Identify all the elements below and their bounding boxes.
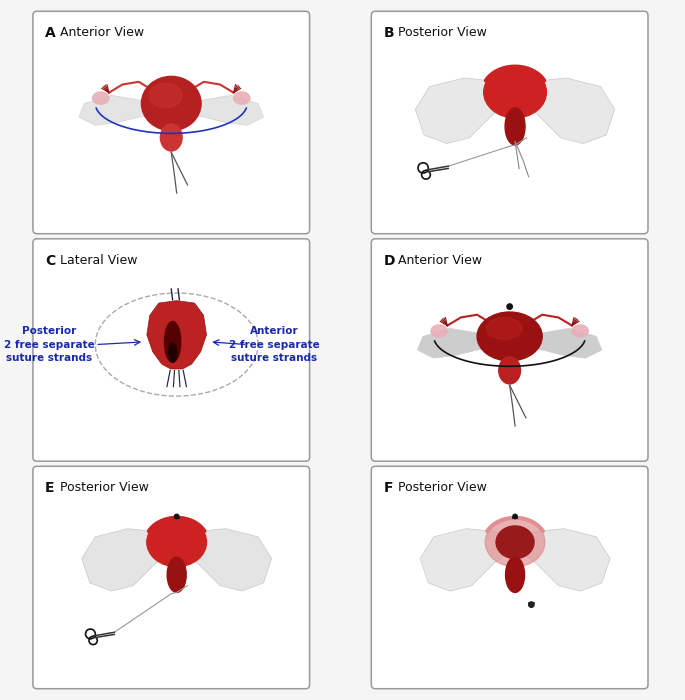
FancyBboxPatch shape	[33, 466, 310, 689]
Ellipse shape	[160, 124, 182, 151]
Ellipse shape	[234, 92, 250, 104]
FancyBboxPatch shape	[371, 239, 648, 461]
Ellipse shape	[499, 357, 521, 384]
Circle shape	[513, 514, 517, 519]
Text: D: D	[384, 253, 395, 267]
Polygon shape	[147, 300, 206, 369]
Ellipse shape	[141, 76, 201, 131]
Polygon shape	[420, 528, 515, 591]
Ellipse shape	[572, 325, 588, 337]
Polygon shape	[185, 95, 264, 125]
Polygon shape	[177, 528, 272, 591]
Circle shape	[507, 304, 512, 309]
Text: Anterior View: Anterior View	[399, 253, 482, 267]
Text: Posterior View: Posterior View	[399, 26, 487, 39]
Polygon shape	[79, 95, 158, 125]
Ellipse shape	[477, 312, 543, 361]
Text: Anterior
2 free separate
suture strands: Anterior 2 free separate suture strands	[229, 326, 320, 363]
Text: Anterior View: Anterior View	[60, 26, 144, 39]
FancyBboxPatch shape	[371, 11, 648, 234]
Polygon shape	[82, 528, 177, 591]
Ellipse shape	[147, 518, 206, 567]
Ellipse shape	[485, 518, 545, 567]
Ellipse shape	[167, 557, 186, 592]
Polygon shape	[515, 78, 614, 144]
Polygon shape	[523, 328, 602, 358]
Text: C: C	[45, 253, 55, 267]
Polygon shape	[515, 528, 610, 591]
Text: B: B	[384, 26, 394, 40]
Ellipse shape	[486, 317, 522, 340]
Text: Posterior View: Posterior View	[399, 481, 487, 494]
Ellipse shape	[431, 325, 447, 337]
Ellipse shape	[496, 526, 534, 559]
Text: E: E	[45, 481, 55, 495]
Ellipse shape	[484, 66, 547, 118]
Text: A: A	[45, 26, 56, 40]
Ellipse shape	[164, 321, 181, 362]
Text: Lateral View: Lateral View	[60, 253, 138, 267]
Ellipse shape	[506, 557, 525, 592]
Ellipse shape	[505, 108, 525, 145]
Ellipse shape	[149, 83, 182, 108]
Ellipse shape	[92, 92, 109, 104]
Ellipse shape	[169, 343, 177, 362]
FancyBboxPatch shape	[371, 466, 648, 689]
Text: Posterior View: Posterior View	[60, 481, 149, 494]
FancyBboxPatch shape	[33, 11, 310, 234]
Text: Posterior
2 free separate
suture strands: Posterior 2 free separate suture strands	[4, 326, 95, 363]
Polygon shape	[417, 328, 496, 358]
Text: F: F	[384, 481, 393, 495]
Polygon shape	[415, 78, 515, 144]
Circle shape	[175, 514, 179, 519]
FancyBboxPatch shape	[33, 239, 310, 461]
Circle shape	[529, 602, 534, 608]
